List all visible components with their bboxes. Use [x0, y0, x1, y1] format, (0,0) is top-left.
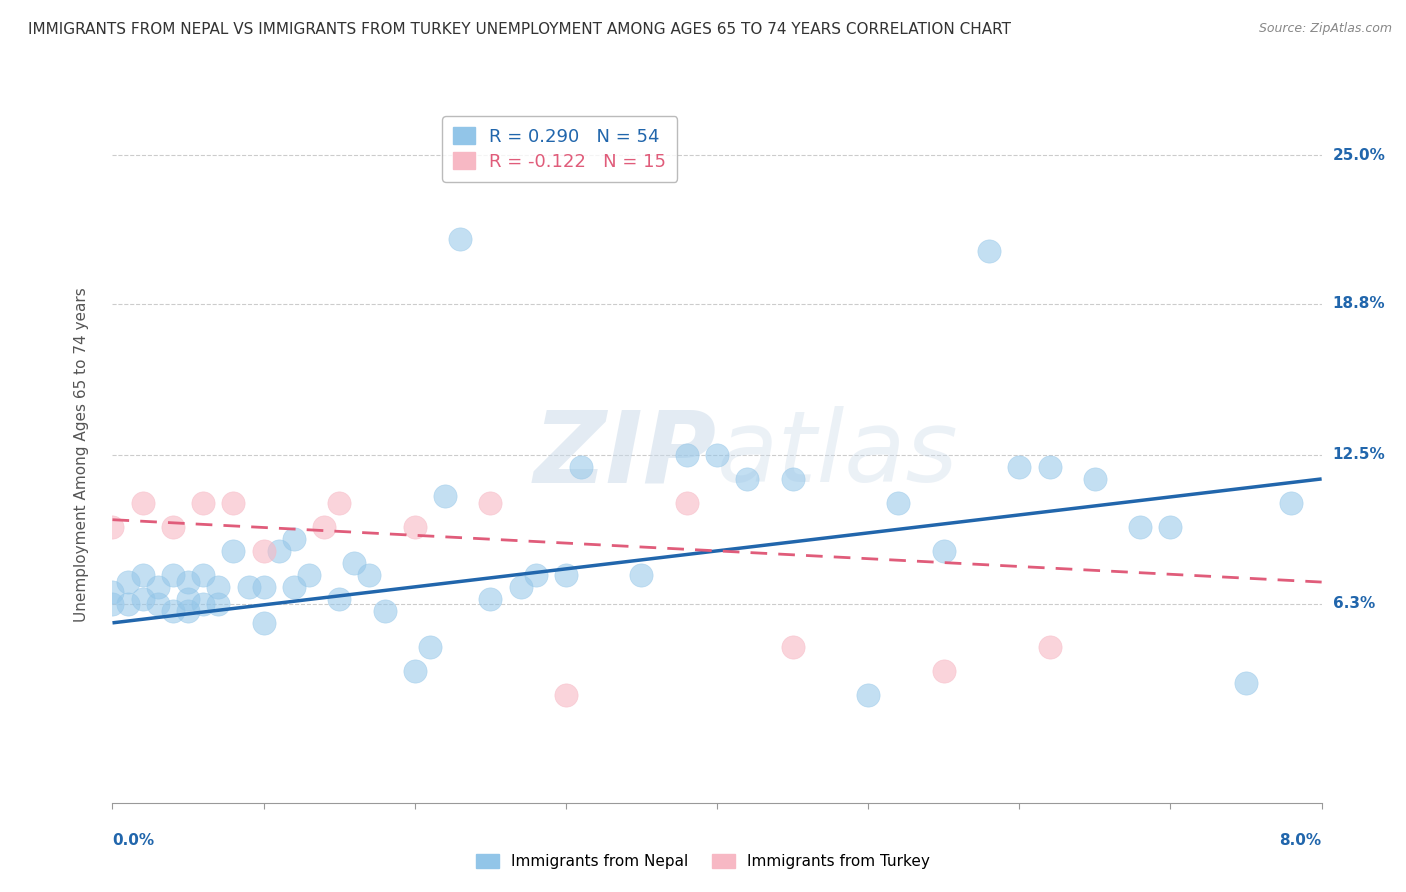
Point — [419, 640, 441, 654]
Point — [434, 489, 457, 503]
Point — [132, 496, 155, 510]
Point — [253, 615, 276, 630]
Point — [1008, 459, 1031, 474]
Point — [887, 496, 910, 510]
Text: 8.0%: 8.0% — [1279, 833, 1322, 848]
Legend: R = 0.290   N = 54, R = -0.122   N = 15: R = 0.290 N = 54, R = -0.122 N = 15 — [443, 116, 678, 182]
Point — [146, 597, 169, 611]
Point — [283, 580, 305, 594]
Point — [977, 244, 1000, 258]
Point — [1084, 472, 1107, 486]
Point — [509, 580, 531, 594]
Y-axis label: Unemployment Among Ages 65 to 74 years: Unemployment Among Ages 65 to 74 years — [75, 287, 89, 623]
Point — [177, 591, 200, 606]
Point — [177, 604, 200, 618]
Point — [101, 584, 124, 599]
Point — [630, 567, 652, 582]
Point — [191, 597, 214, 611]
Point — [222, 496, 245, 510]
Point — [524, 567, 547, 582]
Point — [554, 567, 576, 582]
Point — [1159, 520, 1181, 534]
Text: atlas: atlas — [717, 407, 959, 503]
Point — [283, 532, 305, 546]
Point — [479, 591, 502, 606]
Point — [101, 520, 124, 534]
Point — [207, 597, 229, 611]
Point — [328, 496, 350, 510]
Point — [856, 688, 880, 702]
Point — [1038, 459, 1062, 474]
Point — [253, 544, 276, 558]
Point — [1038, 640, 1062, 654]
Point — [1129, 520, 1152, 534]
Point — [479, 496, 502, 510]
Point — [782, 640, 804, 654]
Point — [706, 448, 728, 462]
Point — [449, 232, 471, 246]
Point — [117, 575, 139, 590]
Point — [312, 520, 335, 534]
Point — [177, 575, 200, 590]
Text: 18.8%: 18.8% — [1333, 296, 1385, 311]
Text: ZIP: ZIP — [534, 407, 717, 503]
Point — [932, 664, 955, 678]
Text: 25.0%: 25.0% — [1333, 147, 1386, 162]
Point — [374, 604, 396, 618]
Point — [207, 580, 229, 594]
Point — [554, 688, 576, 702]
Point — [343, 556, 366, 570]
Point — [1234, 676, 1257, 690]
Point — [1279, 496, 1302, 510]
Point — [162, 520, 184, 534]
Point — [146, 580, 169, 594]
Point — [222, 544, 245, 558]
Text: Source: ZipAtlas.com: Source: ZipAtlas.com — [1258, 22, 1392, 36]
Point — [932, 544, 955, 558]
Point — [404, 520, 426, 534]
Point — [132, 567, 155, 582]
Point — [132, 591, 155, 606]
Point — [298, 567, 321, 582]
Point — [404, 664, 426, 678]
Point — [267, 544, 290, 558]
Point — [569, 459, 592, 474]
Legend: Immigrants from Nepal, Immigrants from Turkey: Immigrants from Nepal, Immigrants from T… — [470, 847, 936, 875]
Point — [101, 597, 124, 611]
Point — [191, 496, 214, 510]
Point — [675, 496, 697, 510]
Text: 0.0%: 0.0% — [112, 833, 155, 848]
Point — [117, 597, 139, 611]
Point — [359, 567, 381, 582]
Point — [162, 567, 184, 582]
Point — [782, 472, 804, 486]
Text: 6.3%: 6.3% — [1333, 596, 1375, 611]
Point — [253, 580, 276, 594]
Point — [675, 448, 697, 462]
Point — [328, 591, 350, 606]
Point — [737, 472, 759, 486]
Text: IMMIGRANTS FROM NEPAL VS IMMIGRANTS FROM TURKEY UNEMPLOYMENT AMONG AGES 65 TO 74: IMMIGRANTS FROM NEPAL VS IMMIGRANTS FROM… — [28, 22, 1011, 37]
Text: 12.5%: 12.5% — [1333, 448, 1385, 462]
Point — [238, 580, 260, 594]
Point — [191, 567, 214, 582]
Point — [162, 604, 184, 618]
